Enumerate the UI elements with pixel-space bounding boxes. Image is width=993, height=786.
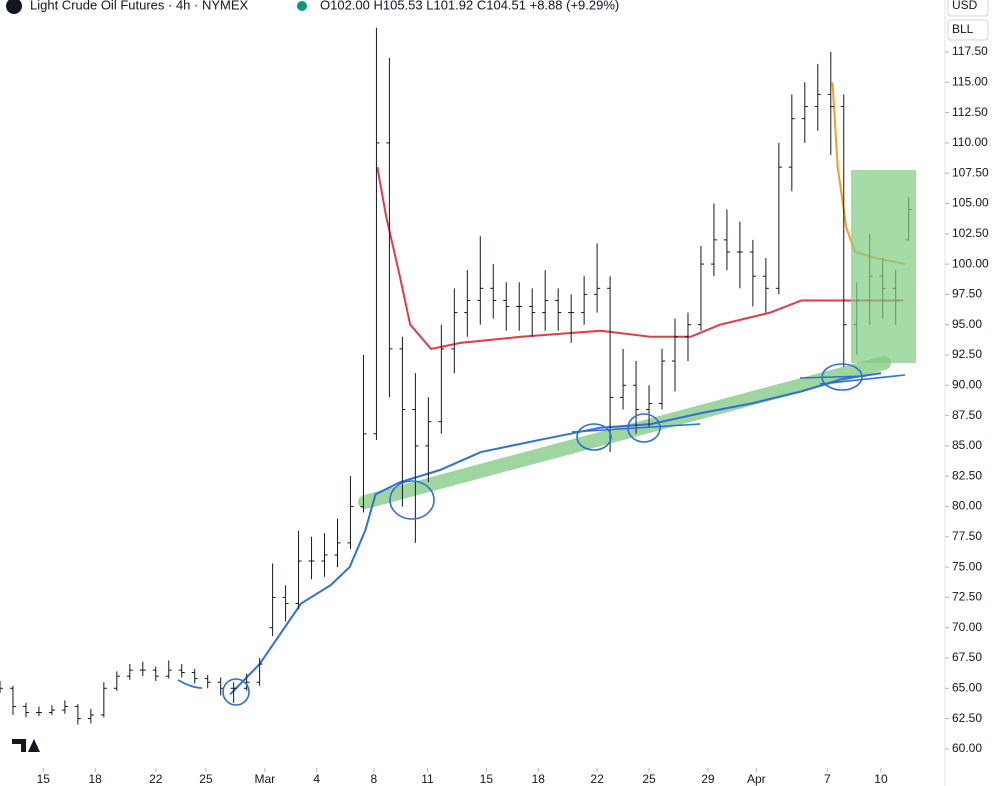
target-box bbox=[851, 170, 916, 363]
y-tick-label: 90.00 bbox=[952, 377, 982, 391]
y-tick-label: 77.50 bbox=[952, 529, 982, 543]
currency[interactable]: USD bbox=[952, 0, 978, 12]
unit[interactable]: BLL bbox=[952, 22, 974, 36]
y-tick-label: 107.50 bbox=[952, 165, 989, 179]
hand-stroke bbox=[177, 679, 203, 689]
y-tick-label: 82.50 bbox=[952, 468, 982, 482]
circle-mark bbox=[389, 480, 435, 520]
plot bbox=[0, 27, 912, 725]
y-tick-label: 67.50 bbox=[952, 650, 982, 664]
unit-button[interactable] bbox=[947, 19, 989, 41]
indicator-line bbox=[229, 372, 882, 696]
y-tick-label: 85.00 bbox=[952, 438, 982, 452]
hand-stroke bbox=[799, 375, 867, 379]
y-tick-label: 115.00 bbox=[952, 74, 988, 88]
logo bbox=[6, 0, 22, 14]
y-tick-label: 95.00 bbox=[952, 317, 982, 331]
y-tick-label: 62.50 bbox=[952, 711, 982, 725]
y-tick-label: 102.50 bbox=[952, 226, 989, 240]
x-tick-label: 29 bbox=[701, 772, 715, 786]
y-tick-label: 65.00 bbox=[952, 680, 982, 694]
x-tick-label: 15 bbox=[480, 772, 494, 786]
x-tick-label: 8 bbox=[371, 772, 378, 786]
trend-band bbox=[358, 356, 891, 509]
symbol-title: Light Crude Oil Futures · 4h · NYMEX bbox=[30, 0, 249, 12]
y-tick-label: 117.50 bbox=[952, 44, 988, 58]
x-tick-label: 22 bbox=[149, 772, 163, 786]
annotations-over bbox=[177, 170, 916, 706]
x-tick-label: 22 bbox=[590, 772, 604, 786]
y-tick-label: 60.00 bbox=[952, 741, 982, 755]
y-tick-label: 97.50 bbox=[952, 287, 982, 301]
circle-mark bbox=[576, 423, 612, 451]
y-tick-label: 100.00 bbox=[952, 256, 989, 270]
y-tick-label: 75.00 bbox=[952, 559, 982, 573]
tv-logo bbox=[12, 739, 40, 752]
x-tick-label: 11 bbox=[421, 772, 434, 786]
hand-stroke bbox=[819, 374, 906, 385]
x-tick-label: 25 bbox=[642, 772, 656, 786]
x-tick-label: 10 bbox=[874, 772, 888, 786]
x-tick-label: 15 bbox=[37, 772, 51, 786]
x-tick-label: 4 bbox=[313, 772, 320, 786]
x-tick-label: 25 bbox=[199, 772, 213, 786]
y-tick-label: 110.00 bbox=[952, 135, 988, 149]
y-tick-label: 72.50 bbox=[952, 590, 982, 604]
axes: 60.00 62.50 65.00 67.50 70.00 72.50 75.00 77.50… bbox=[37, 44, 989, 786]
indicator-line bbox=[376, 166, 904, 351]
y-tick-label: 80.00 bbox=[952, 499, 982, 513]
hand-stroke bbox=[571, 423, 701, 433]
y-tick-label: 112.50 bbox=[952, 105, 988, 119]
x-tick-label: Apr bbox=[747, 772, 766, 786]
y-tick-label: 92.50 bbox=[952, 347, 982, 361]
status-dot bbox=[297, 1, 307, 11]
x-tick-label: 18 bbox=[89, 772, 103, 786]
x-tick-label: 7 bbox=[824, 772, 831, 786]
y-tick-label: 70.00 bbox=[952, 620, 982, 634]
circle-mark bbox=[222, 678, 250, 706]
ohlc-readout: O102.00 H105.53 L101.92 C104.51 +8.88 (+… bbox=[320, 0, 619, 12]
annotations-under bbox=[229, 82, 906, 696]
y-tick-label: 87.50 bbox=[952, 408, 982, 422]
currency-button[interactable] bbox=[947, 0, 989, 17]
y-tick-label: 105.00 bbox=[952, 196, 989, 210]
x-tick-label: Mar bbox=[254, 772, 275, 786]
x-tick-label: 18 bbox=[532, 772, 546, 786]
